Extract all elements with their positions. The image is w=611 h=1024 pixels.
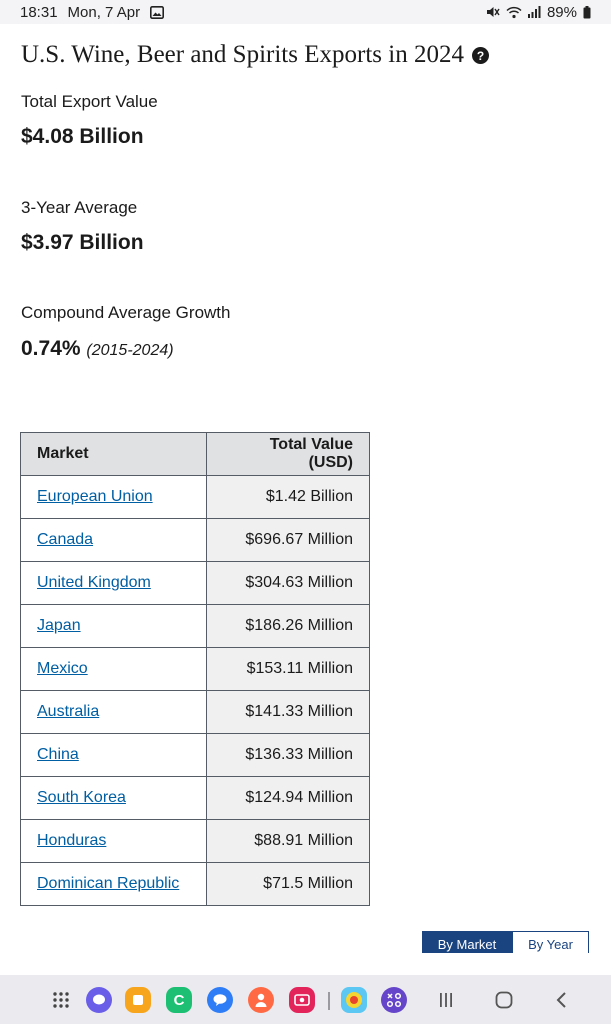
table-row: Canada $696.67 Million	[20, 518, 370, 562]
back-icon[interactable]	[546, 986, 576, 1014]
dock-separator	[328, 992, 330, 1010]
notes-icon[interactable]	[125, 987, 151, 1013]
total-export-value: $4.08 Billion	[21, 125, 144, 148]
market-value: $153.11 Million	[206, 647, 370, 691]
total-value-column-header[interactable]: Total Value (USD)	[206, 432, 370, 476]
market-value: $1.42 Billion	[206, 475, 370, 519]
page-title-text: U.S. Wine, Beer and Spirits Exports in 2…	[21, 41, 464, 68]
market-link[interactable]: Canada	[37, 531, 94, 548]
by-year-button[interactable]: By Year	[512, 931, 589, 953]
compound-growth-percent: 0.74%	[21, 337, 81, 360]
market-link[interactable]: Japan	[37, 617, 81, 634]
page-title: U.S. Wine, Beer and Spirits Exports in 2…	[21, 41, 489, 69]
messages-icon[interactable]	[86, 987, 112, 1013]
compound-growth-period: (2015-2024)	[86, 342, 174, 359]
table-row: Honduras $88.91 Million	[20, 819, 370, 863]
market-value: $136.33 Million	[206, 733, 370, 777]
market-link[interactable]: Honduras	[37, 832, 107, 849]
table-row: United Kingdom $304.63 Million	[20, 561, 370, 605]
chat-icon[interactable]	[207, 987, 233, 1013]
exports-by-market-table: Market Total Value (USD) European Union $…	[20, 432, 370, 906]
compound-growth-value: 0.74% (2015-2024)	[21, 337, 174, 361]
three-year-average-label: 3-Year Average	[21, 198, 138, 217]
market-value: $88.91 Million	[206, 819, 370, 863]
galaxy-store-icon[interactable]	[381, 987, 407, 1013]
phone-call-icon[interactable]: C	[166, 987, 192, 1013]
market-value: $186.26 Million	[206, 604, 370, 648]
market-column-header[interactable]: Market	[20, 432, 207, 476]
by-market-button[interactable]: By Market	[422, 931, 512, 953]
mute-icon	[486, 6, 500, 18]
market-value: $71.5 Million	[206, 862, 370, 906]
status-bar: 18:31 Mon, 7 Apr 89%	[0, 0, 611, 24]
market-value: $124.94 Million	[206, 776, 370, 820]
view-toggle: By Market By Year	[422, 931, 589, 953]
market-value: $141.33 Million	[206, 690, 370, 734]
signal-icon	[527, 6, 541, 18]
market-link[interactable]: South Korea	[37, 789, 126, 806]
home-icon[interactable]	[489, 986, 519, 1014]
table-row: Mexico $153.11 Million	[20, 647, 370, 691]
market-value: $304.63 Million	[206, 561, 370, 605]
screen-recorder-icon[interactable]	[289, 987, 315, 1013]
svg-text:?: ?	[477, 49, 484, 63]
table-row: Japan $186.26 Million	[20, 604, 370, 648]
people-icon[interactable]	[248, 987, 274, 1013]
gallery-icon	[150, 5, 165, 19]
table-row: Australia $141.33 Million	[20, 690, 370, 734]
market-link[interactable]: United Kingdom	[37, 574, 151, 591]
market-link[interactable]: Mexico	[37, 660, 88, 677]
total-export-label: Total Export Value	[21, 92, 158, 111]
wifi-icon	[506, 6, 522, 19]
market-link[interactable]: European Union	[37, 488, 153, 505]
market-link[interactable]: Dominican Republic	[37, 875, 180, 892]
status-date: Mon, 7 Apr	[67, 3, 141, 21]
battery-level: 89%	[546, 3, 577, 21]
table-row: South Korea $124.94 Million	[20, 776, 370, 820]
market-link[interactable]: China	[37, 746, 79, 763]
recent-apps-icon[interactable]	[431, 986, 461, 1014]
app-drawer-icon[interactable]	[46, 986, 76, 1014]
market-value: $696.67 Million	[206, 518, 370, 562]
status-time: 18:31	[20, 3, 58, 21]
market-link[interactable]: Australia	[37, 703, 100, 720]
three-year-average-value: $3.97 Billion	[21, 231, 144, 254]
question-circle-icon[interactable]: ?	[471, 46, 489, 64]
battery-icon	[583, 5, 591, 19]
navigation-bar: C	[0, 975, 611, 1024]
compound-growth-label: Compound Average Growth	[21, 303, 231, 322]
table-row: European Union $1.42 Billion	[20, 475, 370, 519]
table-row: Dominican Republic $71.5 Million	[20, 862, 370, 906]
game-icon[interactable]	[341, 987, 367, 1013]
table-header-row: Market Total Value (USD)	[20, 432, 370, 476]
table-row: China $136.33 Million	[20, 733, 370, 777]
